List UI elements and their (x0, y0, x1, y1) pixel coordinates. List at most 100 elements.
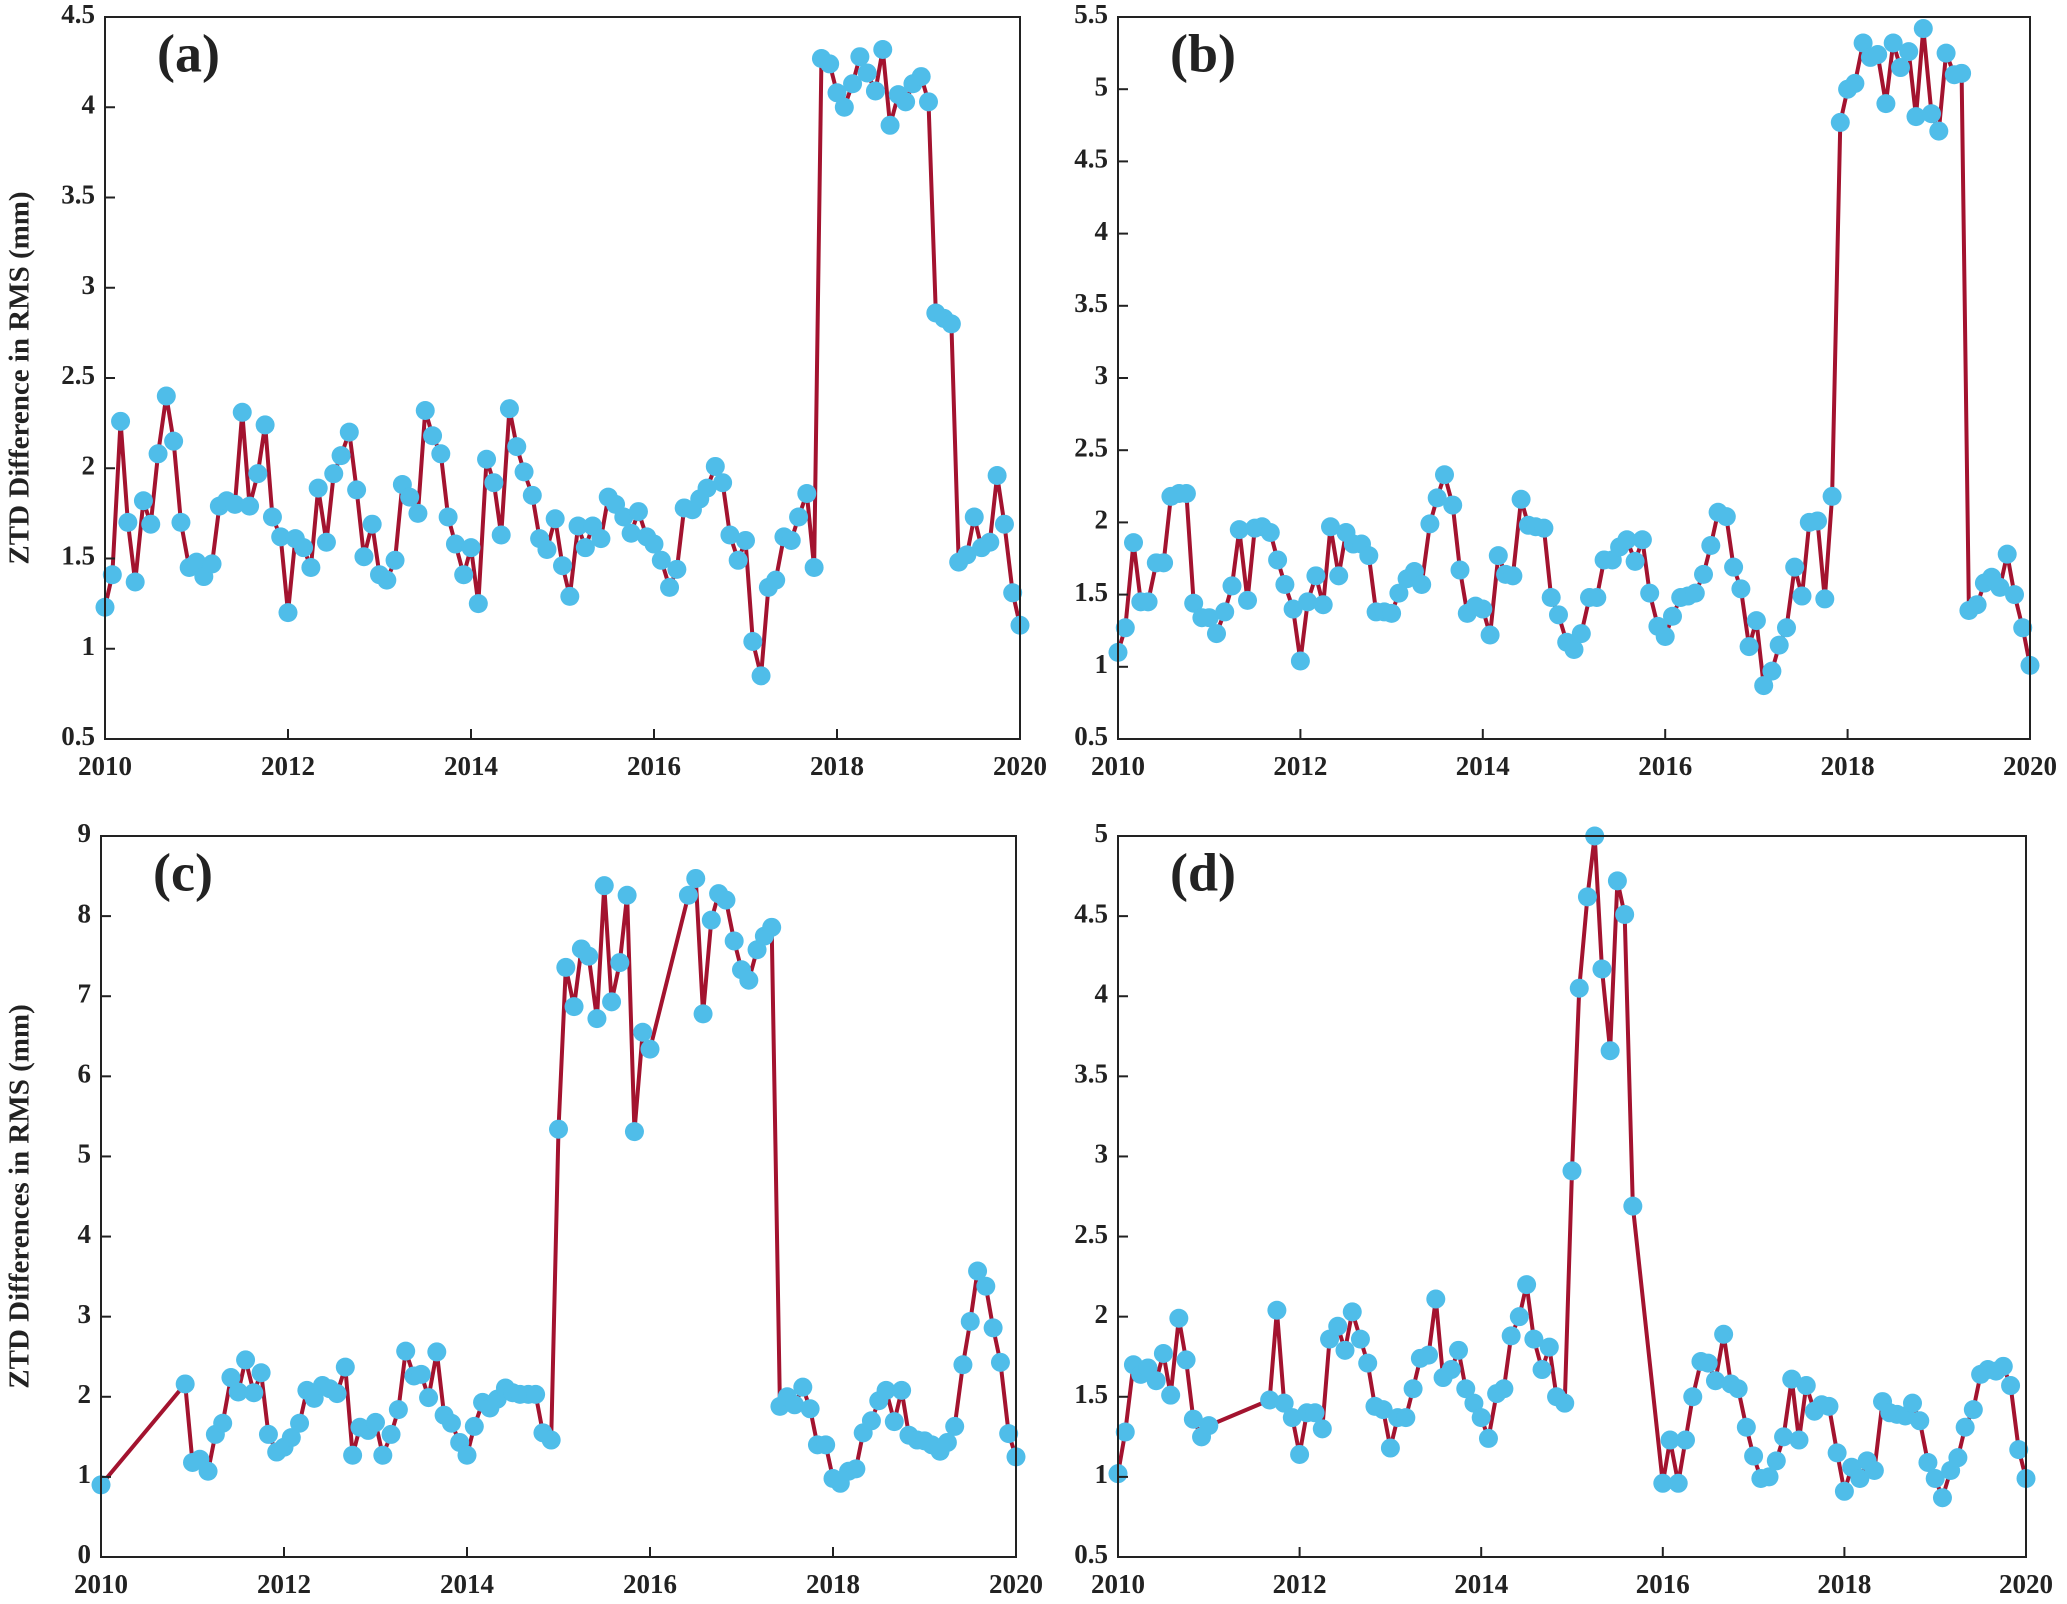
data-point (2013, 618, 2033, 638)
data-point (1955, 1417, 1975, 1437)
data-point (549, 1119, 568, 1139)
x-tick-label: 2016 (1638, 751, 1692, 781)
data-point (339, 422, 359, 442)
data-point (251, 1363, 271, 1383)
plot-area (105, 17, 1020, 739)
y-tick-label: 2.5 (1074, 432, 1108, 462)
data-point (1524, 1329, 1544, 1349)
data-point (1906, 107, 1926, 127)
data-point (865, 81, 885, 101)
panel-label: (a) (157, 23, 220, 83)
y-tick-label: 1.5 (1074, 577, 1108, 607)
data-point (171, 512, 191, 532)
data-point (621, 523, 641, 543)
y-tick-label: 0 (78, 1539, 92, 1569)
data-point (1115, 1422, 1135, 1442)
data-point (499, 399, 519, 419)
data-point (1176, 1350, 1196, 1370)
data-point (1427, 488, 1447, 508)
data-point (1419, 1345, 1439, 1365)
data-point (1685, 583, 1705, 603)
data-point (271, 527, 291, 547)
data-point (445, 534, 465, 554)
data-point (225, 494, 245, 514)
data-point (1206, 624, 1226, 644)
data-point (713, 473, 733, 493)
data-point (1571, 624, 1591, 644)
data-point (843, 74, 863, 94)
y-tick-label: 5 (1095, 818, 1109, 848)
data-point (766, 570, 786, 590)
x-tick-label: 2012 (1273, 751, 1327, 781)
data-point (644, 534, 664, 554)
data-point (781, 530, 801, 550)
data-point (579, 946, 599, 966)
data-point (248, 464, 268, 484)
data-point (1728, 1379, 1748, 1399)
data-point (724, 931, 744, 951)
data-point (1683, 1387, 1703, 1407)
data-point (873, 39, 893, 59)
y-tick-label: 3.5 (1074, 1059, 1108, 1089)
y-tick-label: 4.5 (1074, 144, 1108, 174)
data-point (1426, 1289, 1446, 1309)
data-point (327, 1384, 347, 1404)
x-tick-label: 2016 (623, 1569, 677, 1599)
data-point (1335, 1340, 1355, 1360)
data-point (354, 547, 374, 567)
data-point (1199, 1416, 1219, 1436)
data-point (624, 1122, 644, 1142)
data-point (1830, 112, 1850, 132)
data-point (960, 1311, 980, 1331)
y-axis-label: ZTD Difference in RMS (mm) (4, 191, 36, 564)
x-tick-label: 2012 (257, 1569, 311, 1599)
data-point (1903, 1393, 1922, 1413)
data-point (762, 917, 782, 937)
y-tick-label: 2 (78, 1379, 92, 1409)
x-tick-label: 2016 (1636, 1569, 1690, 1599)
data-point (255, 415, 275, 435)
data-point (362, 514, 382, 534)
data-point (1153, 1344, 1173, 1364)
data-point (1494, 1379, 1514, 1399)
y-tick-label: 3 (1095, 360, 1109, 390)
data-point (1473, 599, 1493, 619)
data-point (133, 491, 153, 511)
data-point (1850, 1468, 1870, 1488)
data-point (202, 554, 222, 574)
data-point (1443, 495, 1463, 515)
data-point (278, 603, 298, 623)
data-point (827, 83, 847, 103)
panel: 2010 2012 2014 2016 2018 2020 0.5 1 1.5 2 2.5 3 3.5 4… (4, 0, 1047, 781)
data-point (785, 1395, 805, 1415)
y-tick-label: 5.5 (1074, 0, 1108, 29)
data-point (1517, 1275, 1537, 1295)
data-point (1215, 602, 1235, 622)
data-point (1003, 583, 1023, 603)
data-point (1918, 1452, 1938, 1472)
data-point (366, 1412, 385, 1432)
x-tick-label: 2014 (444, 751, 498, 781)
y-tick-label: 2 (1095, 1299, 1109, 1329)
data-point (541, 1430, 561, 1450)
data-point (1154, 553, 1174, 573)
data-point (587, 1009, 607, 1029)
data-point (1312, 1419, 1332, 1439)
data-point (857, 63, 877, 83)
data-point (876, 1380, 896, 1400)
data-point (1412, 574, 1432, 594)
data-point (1625, 551, 1645, 571)
data-point (1853, 33, 1873, 53)
y-axis-label: ZTD Differences in RMS (mm) (4, 1004, 36, 1388)
data-point (560, 586, 580, 606)
data-point (1389, 583, 1409, 603)
data-point (789, 507, 809, 527)
y-tick-label: 1.5 (61, 541, 95, 571)
y-tick-label: 1 (82, 631, 96, 661)
data-point (477, 449, 497, 469)
data-point (1238, 590, 1258, 610)
data-point (820, 54, 840, 74)
data-point (1420, 514, 1440, 534)
axes-frame (1117, 835, 2027, 1558)
data-point (1298, 592, 1318, 612)
